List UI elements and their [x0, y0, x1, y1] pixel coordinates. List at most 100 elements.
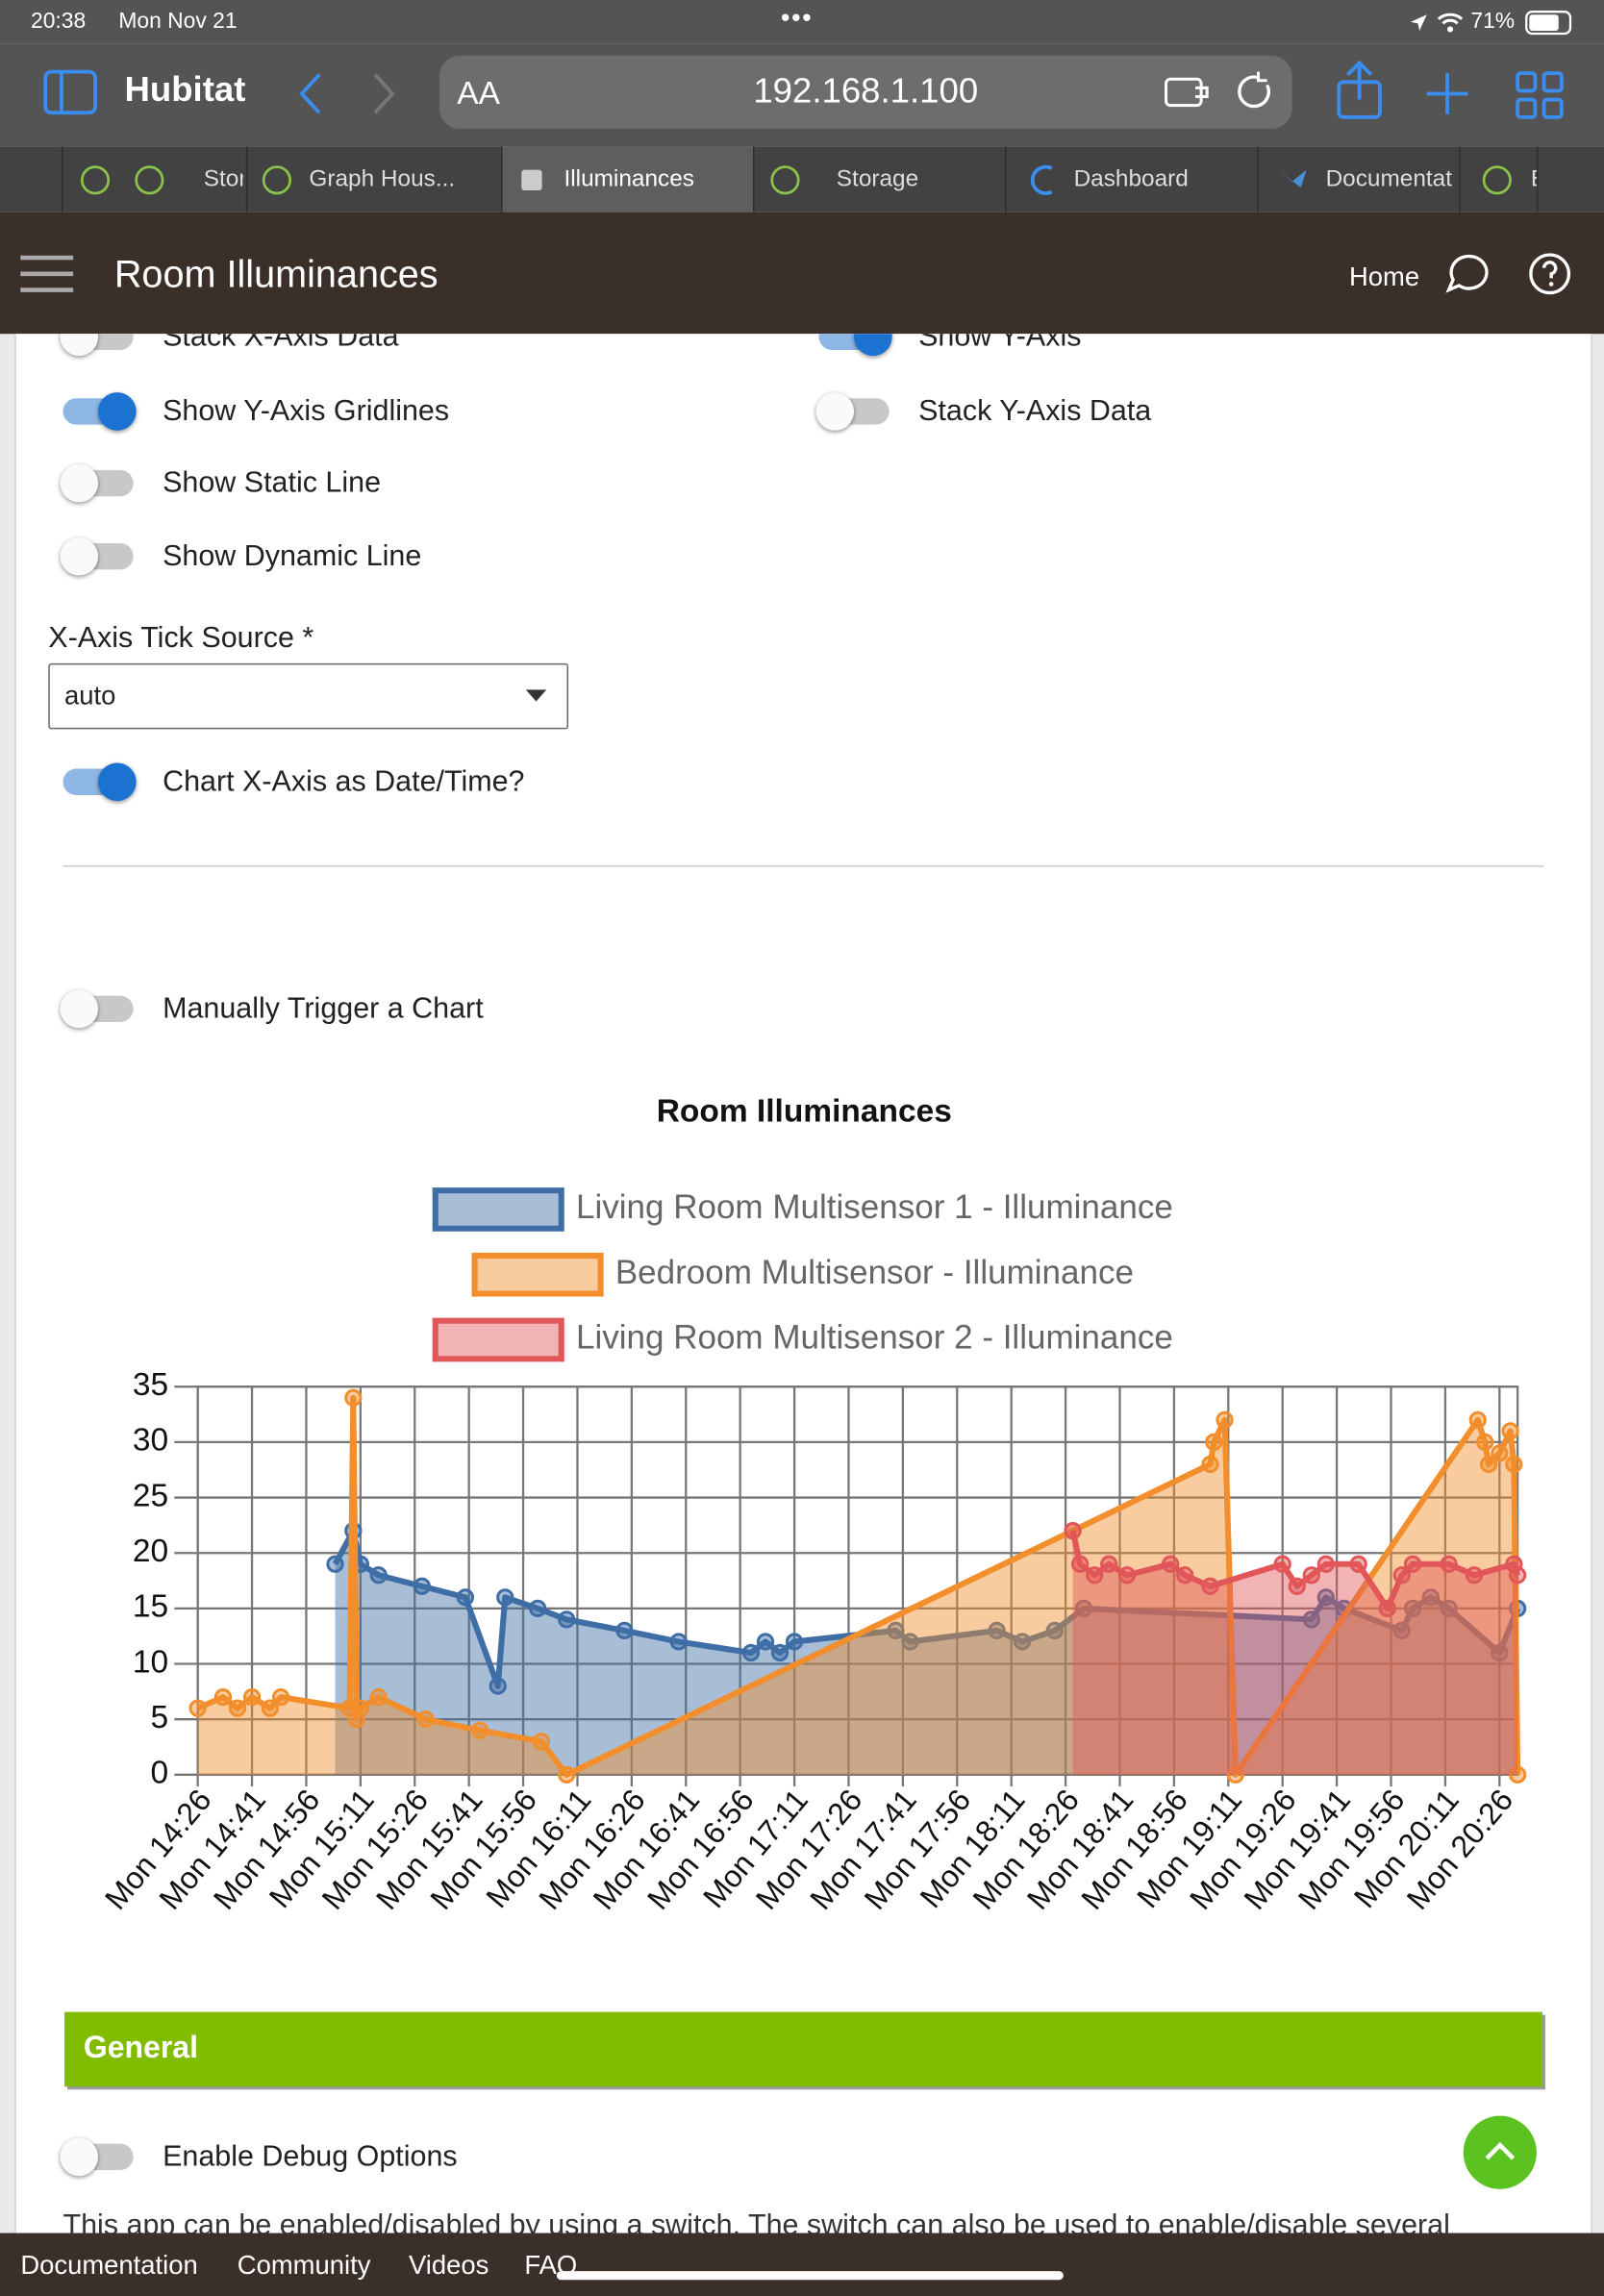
- point: [558, 1610, 576, 1629]
- area: [1072, 1531, 1518, 1775]
- toggle[interactable]: [60, 2137, 134, 2177]
- section-title: General: [83, 2031, 198, 2065]
- point: [1100, 1555, 1118, 1573]
- point: [1216, 1410, 1234, 1429]
- tab[interactable]: Stor: [61, 146, 243, 212]
- toggle[interactable]: [60, 463, 134, 503]
- tab[interactable]: Dashboard: [1004, 146, 1257, 212]
- point: [213, 1687, 233, 1707]
- y-tick-label: 25: [133, 1478, 168, 1513]
- home-indicator: [556, 2271, 1064, 2281]
- point: [1508, 1765, 1527, 1784]
- footer-link[interactable]: Documentation: [20, 2250, 198, 2281]
- point: [1288, 1577, 1306, 1595]
- toggle[interactable]: [60, 537, 134, 576]
- text-size[interactable]: AA: [457, 74, 500, 112]
- point: [326, 1555, 344, 1573]
- point: [1273, 1555, 1291, 1573]
- scroll-top-button[interactable]: [1461, 2113, 1540, 2192]
- field-label: X-Axis Tick Source *: [48, 622, 314, 655]
- point: [1086, 1566, 1104, 1585]
- date: Mon Nov 21: [118, 9, 238, 35]
- point: [1013, 1633, 1032, 1651]
- toggle[interactable]: [815, 392, 890, 431]
- point: [242, 1687, 262, 1707]
- legend-label: Living Room Multisensor 2 - Illuminance: [576, 1319, 1173, 1357]
- point: [558, 1765, 576, 1784]
- toggle[interactable]: [818, 334, 892, 357]
- tab-icons: [80, 164, 1512, 195]
- toggle[interactable]: [63, 762, 137, 802]
- toggle-label: Manually Trigger a Chart: [163, 992, 484, 1026]
- paragraph: This app can be enabled/disabled by usin…: [63, 2209, 1450, 2234]
- point: [756, 1633, 775, 1651]
- footer-link[interactable]: Community: [237, 2250, 371, 2281]
- point: [369, 1687, 388, 1707]
- select[interactable]: auto: [48, 662, 569, 730]
- point: [1045, 1621, 1064, 1640]
- point: [344, 1388, 363, 1407]
- point: [1316, 1555, 1335, 1573]
- point: [1201, 1455, 1219, 1474]
- toolbar-icons[interactable]: [1326, 59, 1575, 126]
- point: [489, 1677, 507, 1695]
- point: [470, 1721, 489, 1739]
- y-tick-label: 10: [133, 1644, 168, 1680]
- point: [1491, 1643, 1509, 1662]
- toggle[interactable]: [63, 392, 137, 431]
- select-arrow: [525, 689, 547, 702]
- tab[interactable]: Storage: [752, 146, 1005, 212]
- content: Stack X-Axis Data Show Y-Axis Show Y-Axi…: [14, 334, 1592, 2234]
- point: [416, 1710, 435, 1729]
- legend-swatch: [432, 1317, 564, 1362]
- browser-toolbar: Hubitat AA 192.168.1.100: [0, 43, 1604, 147]
- home-link[interactable]: Home: [1348, 262, 1420, 292]
- toggle[interactable]: [60, 334, 134, 357]
- point: [261, 1699, 279, 1717]
- point: [1302, 1610, 1320, 1629]
- point: [351, 1699, 369, 1717]
- point: [1302, 1566, 1320, 1585]
- toggle[interactable]: [60, 989, 134, 1029]
- toggle-label: Stack Y-Axis Data: [918, 395, 1152, 428]
- legend-swatch: [471, 1252, 604, 1297]
- point: [1491, 1444, 1509, 1462]
- point: [1508, 1566, 1527, 1585]
- legend-swatch: [432, 1187, 564, 1232]
- chart-title: Room Illuminances: [657, 1093, 952, 1129]
- point: [741, 1643, 761, 1662]
- point: [1479, 1455, 1498, 1474]
- point: [1465, 1566, 1484, 1585]
- battery-text: 71%: [1470, 9, 1516, 35]
- header-icons[interactable]: [1442, 250, 1574, 300]
- point: [188, 1699, 207, 1717]
- point: [369, 1566, 388, 1585]
- y-tick-label: 5: [151, 1700, 169, 1735]
- tab[interactable]: Documentat: [1256, 146, 1459, 212]
- point: [456, 1588, 475, 1607]
- area: [197, 1397, 1518, 1775]
- point: [1440, 1599, 1458, 1618]
- point: [1316, 1588, 1335, 1607]
- point: [615, 1621, 634, 1640]
- tab[interactable]: E: [1459, 146, 1539, 212]
- point: [1421, 1588, 1441, 1607]
- address-icons[interactable]: [1160, 70, 1277, 114]
- point: [228, 1699, 247, 1717]
- status-bar: 20:38 Mon Nov 21 ••• 71%: [0, 0, 1604, 44]
- point: [1392, 1621, 1411, 1640]
- footer-link[interactable]: Videos: [408, 2250, 489, 2281]
- point: [770, 1643, 789, 1662]
- sidebar-button[interactable]: [41, 67, 103, 120]
- nav-buttons[interactable]: [288, 70, 411, 117]
- tab[interactable]: Graph Hous...: [245, 146, 498, 212]
- menu-button[interactable]: [17, 253, 76, 297]
- y-tick-label: 15: [133, 1589, 168, 1625]
- point: [988, 1621, 1006, 1640]
- area: [335, 1531, 1518, 1775]
- address-bar[interactable]: AA 192.168.1.100: [439, 55, 1292, 130]
- tab-active[interactable]: Illuminances: [500, 146, 753, 212]
- point: [532, 1733, 551, 1751]
- divider: [63, 865, 1544, 867]
